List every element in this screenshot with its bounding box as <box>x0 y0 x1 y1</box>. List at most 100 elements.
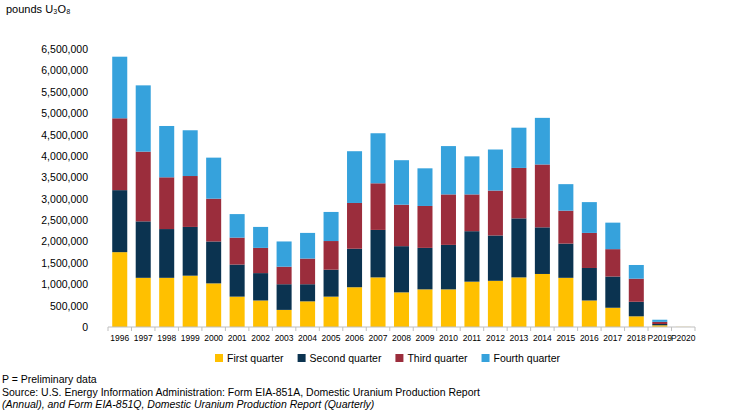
bar-segment <box>347 203 362 249</box>
bar-segment <box>417 248 432 289</box>
bar-segment <box>605 223 620 250</box>
y-tick-label: 1,500,000 <box>41 257 88 269</box>
legend-swatch <box>298 354 306 362</box>
bar-segment <box>535 164 550 227</box>
y-tick-label: 2,000,000 <box>41 235 88 247</box>
bar-segment <box>652 322 667 324</box>
bar-segment <box>112 190 127 252</box>
bar-segment <box>441 245 456 289</box>
bar-segment <box>652 320 667 322</box>
bar-segment <box>511 168 526 218</box>
x-tick-label: 2011 <box>463 333 482 343</box>
x-tick-label: 2015 <box>556 333 575 343</box>
bars <box>112 57 691 327</box>
x-tick-label: 2007 <box>369 333 388 343</box>
note: P = Preliminary data <box>2 373 97 385</box>
x-tick-label: 1997 <box>134 333 153 343</box>
x-tick <box>624 327 625 331</box>
x-tick <box>554 327 555 331</box>
bar-segment <box>417 206 432 248</box>
bar-segment <box>605 277 620 308</box>
bar-segment <box>277 241 292 266</box>
y-tick-label: 1,000,000 <box>41 278 88 290</box>
x-tick <box>389 327 390 331</box>
bar-segment <box>324 212 339 241</box>
bar-segment <box>300 233 315 259</box>
bar-segment <box>136 85 151 151</box>
bar-segment <box>253 227 268 248</box>
bar-segment <box>183 176 198 227</box>
x-tick <box>695 327 696 331</box>
x-tick <box>154 327 155 331</box>
bar-segment <box>230 238 245 265</box>
legend: First quarterSecond quarterThird quarter… <box>215 352 561 364</box>
bar-segment <box>159 229 174 278</box>
bar-segment <box>441 194 456 244</box>
x-tick-label: P2020 <box>671 333 696 343</box>
bar-segment <box>511 128 526 168</box>
x-tick-label: 2017 <box>603 333 622 343</box>
bar-segment <box>488 191 503 236</box>
bar-segment <box>347 151 362 203</box>
bar-segment <box>582 268 597 301</box>
bar-segment <box>159 126 174 177</box>
bar-segment <box>629 316 644 327</box>
bar-segment <box>394 160 409 204</box>
bar-segment <box>629 279 644 302</box>
bar-segment <box>535 274 550 327</box>
bar-segment <box>464 156 479 194</box>
x-tick <box>366 327 367 331</box>
bar-segment <box>324 241 339 270</box>
x-tick-label: 2005 <box>322 333 341 343</box>
bar-segment <box>253 300 268 327</box>
bar-segment <box>159 177 174 229</box>
x-tick-label: 2000 <box>204 333 223 343</box>
bar-segment <box>371 183 386 230</box>
bar-segment <box>277 267 292 285</box>
x-tick <box>178 327 179 331</box>
bar-segment <box>206 158 221 199</box>
bar-segment <box>253 273 268 300</box>
x-tick <box>671 327 672 331</box>
bar-segment <box>206 199 221 242</box>
x-tick-label: 2014 <box>533 333 552 343</box>
bar-segment <box>371 277 386 327</box>
bar-segment <box>183 227 198 276</box>
y-tick-label: 3,500,000 <box>41 171 88 183</box>
bar-segment <box>441 146 456 194</box>
bar-segment <box>394 205 409 246</box>
bar-segment <box>277 310 292 327</box>
x-tick-label: 2001 <box>228 333 247 343</box>
bar-segment <box>558 278 573 327</box>
bar-segment <box>605 249 620 276</box>
bar-segment <box>112 252 127 327</box>
legend-swatch <box>215 354 223 362</box>
y-tick-label: 500,000 <box>50 300 88 312</box>
x-tick <box>295 327 296 331</box>
x-axis <box>108 327 695 328</box>
bar-segment <box>230 297 245 327</box>
bar-segment <box>183 130 198 176</box>
x-tick-label: 2016 <box>580 333 599 343</box>
y-tick-label: 6,500,000 <box>41 43 88 55</box>
legend-label: First quarter <box>227 352 284 364</box>
x-tick-label: 2004 <box>298 333 317 343</box>
bar-segment <box>300 301 315 327</box>
x-tick <box>225 327 226 331</box>
x-tick <box>272 327 273 331</box>
x-tick-label: 1996 <box>110 333 129 343</box>
x-tick <box>131 327 132 331</box>
bar-segment <box>136 278 151 327</box>
bar-segment <box>535 118 550 165</box>
chart: pounds U₃O₈0500,0001,000,0001,500,0002,0… <box>0 0 730 411</box>
y-tick-label: 4,500,000 <box>41 129 88 141</box>
bar-segment <box>652 324 667 325</box>
bar-segment <box>417 168 432 206</box>
source: (Annual), and Form EIA-851Q, Domestic Ur… <box>2 398 374 410</box>
source: Source: U.S. Energy Information Administ… <box>2 386 480 398</box>
bar-segment <box>277 284 292 310</box>
bar-segment <box>183 276 198 327</box>
x-tick-label: 2018 <box>627 333 646 343</box>
bar-segment <box>488 150 503 191</box>
y-tick-label: 0 <box>82 321 88 333</box>
